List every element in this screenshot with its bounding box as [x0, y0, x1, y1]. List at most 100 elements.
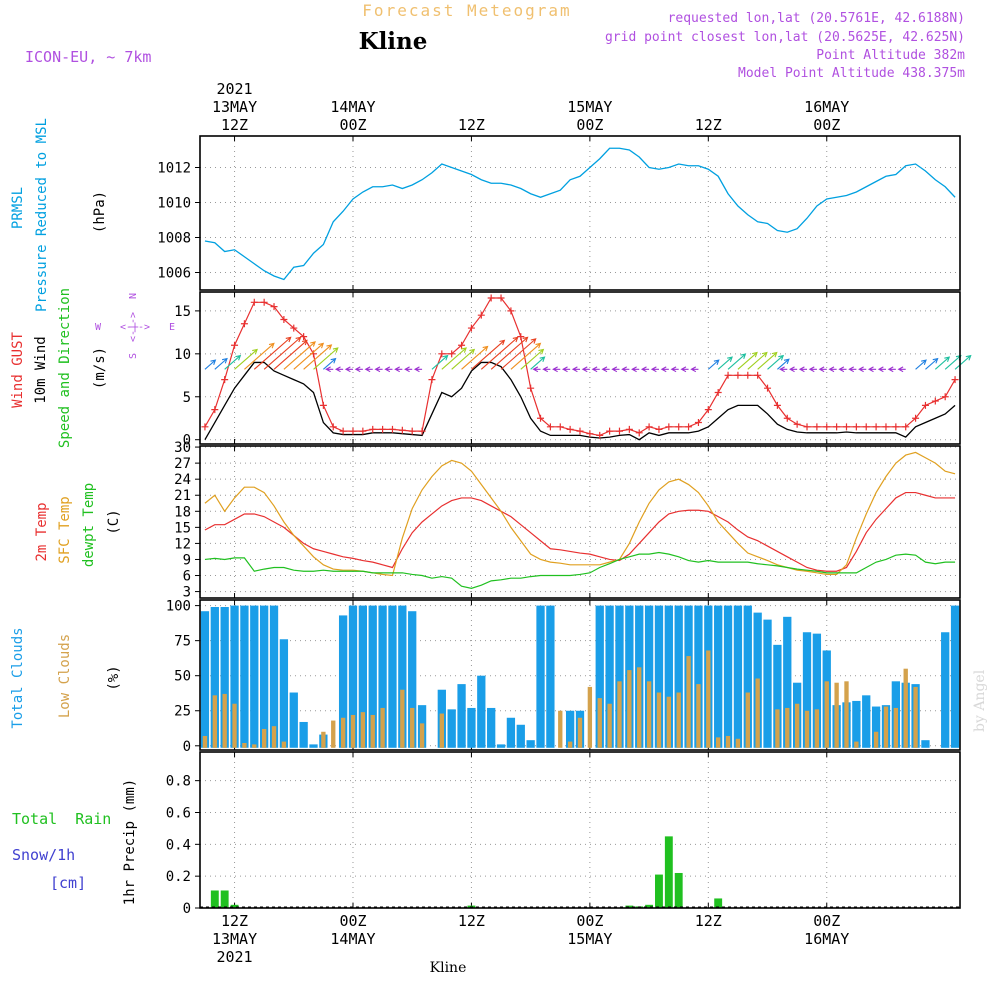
- gust-marker: [369, 425, 377, 433]
- gust-marker: [379, 425, 387, 433]
- ytick-label: 1012: [157, 161, 191, 177]
- low-cloud-bar: [686, 656, 691, 748]
- total-cloud-bar: [299, 721, 308, 748]
- low-cloud-bar: [212, 695, 217, 748]
- gust-marker: [744, 371, 752, 379]
- gust-marker: [714, 388, 722, 396]
- wind-direction-arrow: [631, 366, 640, 373]
- top-time-label: 12Z: [695, 116, 722, 134]
- gust-marker: [625, 425, 633, 433]
- gust-marker: [615, 427, 623, 435]
- wind-direction-arrow: [354, 366, 363, 373]
- ytick-label: 1010: [157, 196, 191, 212]
- wind-direction-arrow: [441, 347, 467, 370]
- low-cloud-bar: [804, 710, 810, 748]
- ytick-label: 18: [174, 504, 191, 520]
- rain-bar: [230, 904, 239, 908]
- gust-marker: [418, 427, 426, 435]
- gust-marker: [408, 427, 416, 435]
- gust-marker: [675, 423, 683, 431]
- wind-direction-arrow: [313, 347, 339, 370]
- panel-frame: [199, 751, 961, 909]
- top-time-label: 14MAY: [330, 98, 375, 116]
- wind-direction-arrow: [954, 354, 972, 370]
- wind-direction-arrow: [244, 342, 275, 370]
- total-cloud-bar: [941, 632, 950, 748]
- precip-label-unit: 1hr Precip (mm): [122, 779, 138, 905]
- total-cloud-bar: [852, 700, 861, 748]
- rain-bar: [655, 874, 663, 908]
- wind-direction-arrow: [532, 366, 541, 373]
- rain-bar: [220, 890, 229, 908]
- low-cloud-bar: [419, 723, 425, 748]
- chart-title: Forecast Meteogram: [362, 1, 571, 20]
- total-cloud-bar: [763, 619, 772, 748]
- gust-marker: [260, 298, 268, 306]
- gust-marker: [793, 420, 801, 428]
- compass-arrows-v: <-|->: [128, 312, 139, 342]
- pressure-label-unit: (hPa): [92, 191, 108, 233]
- low-cloud-bar: [350, 714, 356, 748]
- ytick-label: 1006: [157, 266, 191, 282]
- wind-direction-arrow: [660, 366, 669, 373]
- low-cloud-bar: [834, 682, 839, 748]
- low-cloud-bar: [360, 712, 366, 748]
- gust-marker: [487, 294, 495, 302]
- wind-speed-line: [204, 361, 956, 441]
- wind-direction-arrow: [779, 366, 788, 373]
- wind-direction-arrow: [707, 359, 720, 370]
- total-cloud-bar: [733, 605, 743, 748]
- wind-label-unit: (m/s): [92, 347, 108, 389]
- temp-sfc-line: [204, 451, 956, 577]
- total-cloud-bar: [210, 607, 219, 748]
- top-time-label: 13MAY: [212, 98, 257, 116]
- wind-direction-arrow: [323, 357, 337, 370]
- gust-marker: [704, 406, 712, 414]
- total-cloud-bar: [595, 605, 604, 748]
- location-title: Kline: [359, 28, 428, 55]
- top-time-label: 2021: [216, 80, 252, 98]
- compass-south: S: [128, 353, 139, 359]
- gust-marker: [497, 294, 505, 302]
- gust-marker: [665, 423, 673, 431]
- compass-east: E: [169, 322, 175, 333]
- total-cloud-bar: [723, 605, 733, 748]
- low-cloud-bar: [676, 692, 681, 748]
- gust-marker: [566, 425, 574, 433]
- wind-direction-arrow: [500, 338, 537, 370]
- gust-marker: [833, 423, 841, 431]
- panel-frame: [199, 135, 961, 291]
- wind-label-10m: 10m Wind: [33, 336, 49, 403]
- gust-marker: [754, 371, 762, 379]
- gust-marker: [576, 427, 584, 435]
- temp-label-dewpt: dewpt Temp: [81, 483, 97, 567]
- pressure-label-msl: Pressure Reduced to MSL: [34, 118, 50, 312]
- wind-direction-arrow: [253, 336, 292, 370]
- total-cloud-bar: [398, 605, 407, 748]
- wind-direction-arrow: [581, 366, 590, 373]
- wind-direction-arrow: [727, 353, 747, 370]
- wind-panel: 0 5 10 15: [174, 291, 972, 449]
- wind-direction-arrow: [451, 348, 476, 370]
- wind-direction-arrow: [897, 366, 906, 373]
- bottom-time-label: 00Z: [339, 912, 366, 930]
- total-cloud-bar: [457, 684, 466, 748]
- total-cloud-bar: [309, 744, 318, 748]
- wind-direction-arrow: [234, 348, 258, 370]
- wind-direction-arrow: [747, 351, 768, 370]
- model-name: ICON-EU, ~ 7km: [25, 48, 151, 66]
- gust-marker: [724, 371, 732, 379]
- low-cloud-bar: [775, 709, 780, 748]
- gust-marker: [951, 376, 959, 384]
- wind-direction-arrow: [934, 356, 951, 370]
- low-cloud-bar: [340, 717, 346, 748]
- wind-direction-arrow: [818, 366, 827, 373]
- wind-direction-arrow: [777, 358, 790, 370]
- ytick-label: 12: [174, 536, 191, 552]
- gust-marker: [428, 376, 436, 384]
- low-cloud-bar: [735, 738, 741, 748]
- low-cloud-bar: [716, 737, 721, 748]
- ytick-label: 0.4: [166, 837, 191, 853]
- wind-direction-arrow: [510, 342, 542, 370]
